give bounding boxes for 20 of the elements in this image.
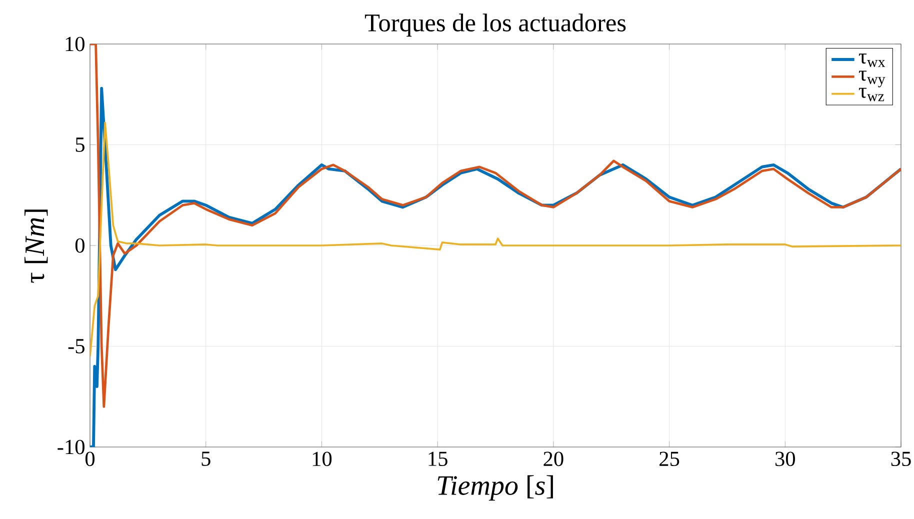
y-tick-label: 5 [76,138,84,152]
x-axis-title: Tiempo [s] [438,475,553,501]
x-tick-label: 20 [544,452,564,466]
x-tick-label: 35 [891,452,911,466]
y-tick-label: -10 [58,440,84,454]
x-tick-label: 0 [85,452,95,466]
y-tick-label: 0 [75,238,84,253]
x-tick-label: 25 [660,452,680,466]
x-tick-label: 30 [776,452,795,466]
line-series [90,44,901,408]
chart-title: Torques de los actuadores [364,14,626,37]
x-tick-label: 5 [202,452,210,466]
legend-label: τ$_{wz}$ [858,88,884,102]
x-tick-label: 15 [428,452,448,466]
y-tick-label: 10 [66,36,84,52]
y-tick-label: -5 [68,339,84,354]
legend-label: τ$_{wx}$ [858,54,886,68]
y-axis-title: τ [Nm] [24,210,48,283]
legend-label: τ$_{wy}$ [858,70,886,88]
x-tick-label: 10 [312,452,332,466]
